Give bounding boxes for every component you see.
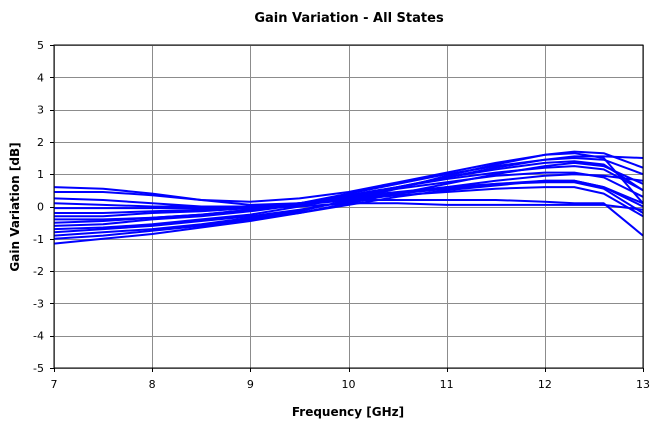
y-tick-label: -2 <box>33 265 44 278</box>
y-axis-label: Gain Variation [dB] <box>8 142 22 271</box>
y-tick-label: -1 <box>33 233 44 246</box>
series-group <box>53 150 644 245</box>
plot-area <box>53 44 644 369</box>
y-tick-label: 3 <box>37 104 44 117</box>
y-tick-label: 2 <box>37 136 44 149</box>
y-tick-label: 0 <box>37 201 44 214</box>
y-axis-ticks: -5 -4 -3 -2 -1 0 1 2 3 4 5 <box>33 39 54 375</box>
x-tick-label: 13 <box>636 378 650 391</box>
series-line-14 <box>53 179 644 240</box>
y-tick-label: -5 <box>33 362 44 375</box>
x-axis-label: Frequency [GHz] <box>292 405 404 419</box>
x-tick-label: 9 <box>247 378 254 391</box>
y-tick-label: 5 <box>37 39 44 52</box>
x-axis-ticks: 7 8 9 10 11 12 13 <box>51 368 650 391</box>
y-tick-label: 1 <box>37 168 44 181</box>
x-tick-label: 12 <box>538 378 552 391</box>
series-line-9 <box>53 157 644 224</box>
series-line-11 <box>53 155 644 231</box>
x-tick-label: 7 <box>51 378 58 391</box>
chart-title: Gain Variation - All States <box>254 11 444 26</box>
x-tick-label: 11 <box>440 378 454 391</box>
series-line-13 <box>53 150 644 237</box>
x-tick-label: 8 <box>149 378 156 391</box>
y-tick-label: 4 <box>37 71 44 84</box>
series-line-15 <box>53 161 644 245</box>
x-tick-label: 10 <box>342 378 356 391</box>
y-tick-label: -3 <box>33 297 44 310</box>
y-tick-label: -4 <box>33 330 44 343</box>
series-line-3 <box>53 197 644 211</box>
series-line-2 <box>54 152 644 204</box>
